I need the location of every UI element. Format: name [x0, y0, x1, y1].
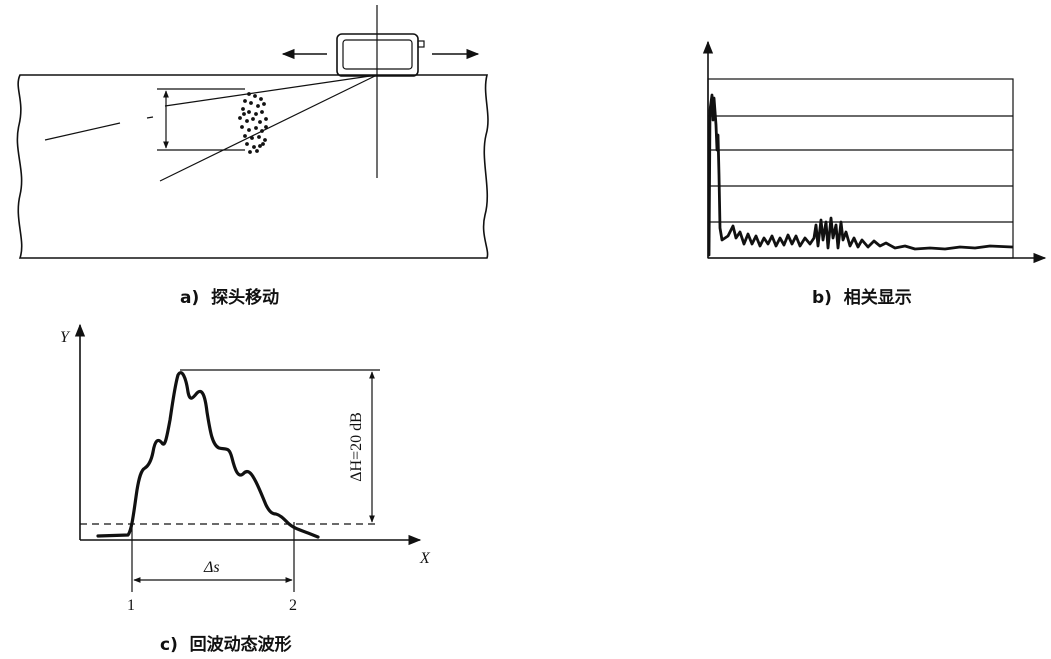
defect-dot — [254, 126, 258, 130]
beam-extension-dash — [44, 122, 121, 141]
defect-dot — [238, 116, 242, 120]
defect-dot — [261, 142, 265, 146]
defect-dot — [247, 92, 251, 96]
defect-dot — [242, 112, 246, 116]
caption-b: b) 相关显示 — [812, 287, 912, 308]
defect-dot — [264, 117, 268, 121]
c-y-axis-label: Y — [60, 329, 71, 346]
defect-dot — [243, 134, 247, 138]
c-echo-envelope — [96, 371, 320, 539]
defect-dot — [260, 129, 264, 133]
specimen-block — [16, 74, 489, 259]
defect-dot — [249, 101, 253, 105]
delta-s-label: Δs — [203, 559, 220, 576]
defect-dot — [248, 150, 252, 154]
defect-dot — [259, 97, 263, 101]
b-echo-trace — [707, 93, 1014, 257]
defect-dot — [243, 99, 247, 103]
defect-dot — [262, 102, 266, 106]
defect-dot — [258, 120, 262, 124]
delta-h-label: ΔH=20 dB — [348, 412, 365, 482]
defect-dot — [253, 94, 257, 98]
point-1-label: 1 — [127, 597, 135, 614]
defect-dot — [258, 144, 262, 148]
defect-dot — [260, 110, 264, 114]
panel-c-echo-waveform — [74, 323, 422, 592]
caption-c: c) 回波动态波形 — [160, 634, 292, 655]
panel-a-probe-movement — [16, 5, 489, 259]
defect-dot — [251, 117, 255, 121]
beam-upper — [164, 74, 378, 107]
defect-dot — [257, 135, 261, 139]
probe — [336, 33, 425, 77]
beam-lower — [159, 74, 378, 182]
c-x-axis-label: X — [419, 550, 431, 567]
defect-dot — [250, 136, 254, 140]
defect-dot — [252, 145, 256, 149]
caption-a: a) 探头移动 — [180, 287, 279, 308]
b-screen-frame — [707, 78, 1014, 259]
defect-dot — [254, 112, 258, 116]
defect-dot — [241, 107, 245, 111]
defect-dot — [264, 125, 268, 129]
defect-cluster — [238, 92, 268, 154]
defect-dot — [240, 125, 244, 129]
beam-extension-tick — [146, 116, 154, 119]
defect-dot — [247, 128, 251, 132]
defect-dot — [255, 149, 259, 153]
point-2-label: 2 — [289, 597, 297, 614]
defect-dot — [256, 104, 260, 108]
defect-dot — [247, 110, 251, 114]
panel-b-correlation-display — [702, 40, 1047, 264]
defect-dot — [245, 119, 249, 123]
defect-dot — [245, 142, 249, 146]
defect-dot — [263, 138, 267, 142]
